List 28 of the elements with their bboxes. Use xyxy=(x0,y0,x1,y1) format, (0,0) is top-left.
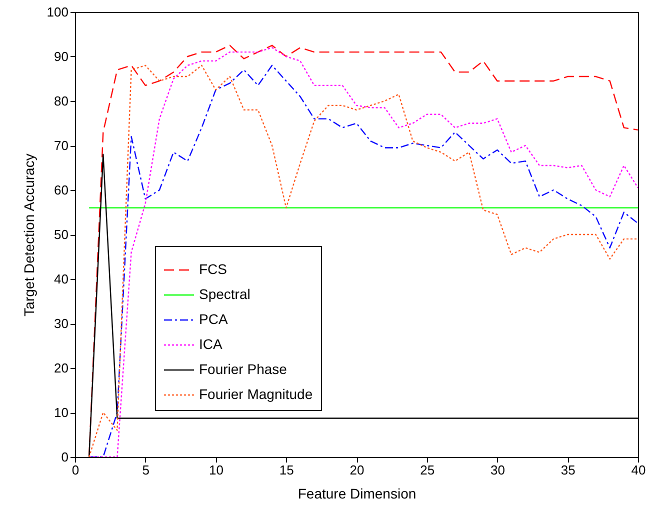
legend-label: FCS xyxy=(199,261,227,277)
x-tick-label: 40 xyxy=(631,462,646,478)
y-tick-label: 10 xyxy=(54,405,68,420)
legend-label: Spectral xyxy=(199,286,250,302)
legend-label: ICA xyxy=(199,336,223,352)
x-tick-label: 5 xyxy=(142,462,150,478)
x-tick-label: 20 xyxy=(350,462,364,478)
y-tick-label: 30 xyxy=(54,316,68,331)
x-tick-label: 35 xyxy=(560,462,576,478)
y-tick-label: 100 xyxy=(46,4,68,20)
x-tick-label: 10 xyxy=(209,462,224,478)
y-tick-label: 90 xyxy=(54,49,68,64)
x-tick-label: 30 xyxy=(490,462,505,478)
y-tick-label: 20 xyxy=(54,360,68,376)
y-axis-title: Target Detection Accuracy xyxy=(20,154,37,316)
legend-label: Fourier Magnitude xyxy=(199,386,313,402)
y-tick-label: 60 xyxy=(54,182,68,198)
y-tick-label: 80 xyxy=(54,94,68,108)
x-tick-label: 25 xyxy=(420,462,435,478)
x-axis-title: Feature Dimension xyxy=(298,486,416,502)
y-tick-label: 70 xyxy=(54,138,68,153)
y-tick-label: 50 xyxy=(54,227,68,242)
y-tick-label: 0 xyxy=(61,450,68,464)
x-tick-label: 0 xyxy=(72,462,80,478)
y-tick-label: 40 xyxy=(54,272,68,286)
x-tick-label: 15 xyxy=(279,462,294,478)
legend-label: PCA xyxy=(199,311,228,327)
legend-label: Fourier Phase xyxy=(199,361,288,377)
